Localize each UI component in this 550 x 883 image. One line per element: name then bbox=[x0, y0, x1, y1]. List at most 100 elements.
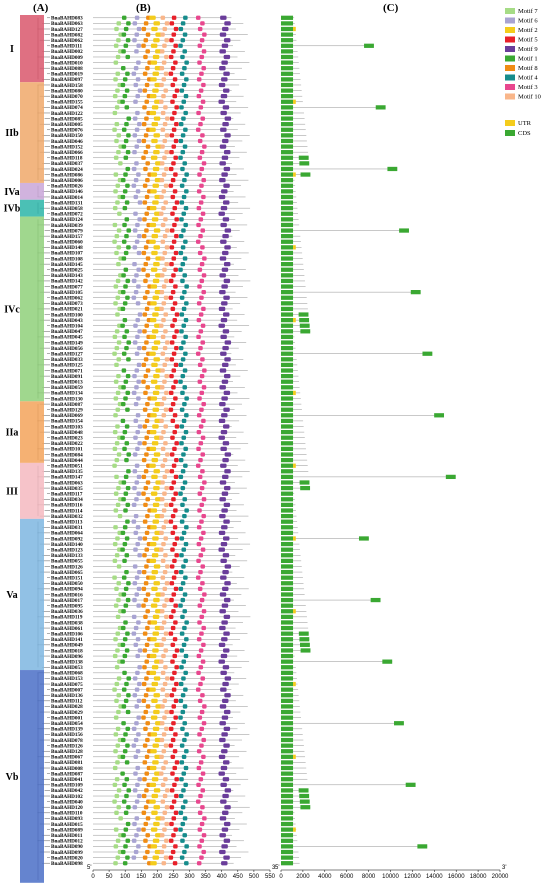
motif-box bbox=[220, 799, 227, 804]
motif-box bbox=[150, 749, 157, 754]
motif-axis-tick-label: 0 bbox=[91, 874, 95, 880]
motif-box bbox=[174, 200, 180, 205]
motif-box bbox=[222, 234, 229, 239]
motif-box bbox=[114, 681, 120, 687]
motif-box bbox=[142, 441, 147, 446]
motif-box bbox=[133, 547, 138, 552]
cds-box bbox=[281, 200, 294, 205]
cds-box bbox=[298, 312, 309, 317]
motif-box bbox=[181, 99, 187, 104]
cds-box bbox=[281, 345, 294, 351]
motif-box bbox=[223, 726, 231, 731]
cds-box bbox=[281, 323, 294, 328]
motif-box bbox=[173, 284, 178, 289]
motif-box bbox=[223, 821, 231, 827]
motif-box bbox=[202, 704, 207, 709]
gene-label: BnaBAHD043 bbox=[51, 318, 83, 324]
motif-box bbox=[164, 357, 170, 362]
motif-box bbox=[222, 777, 230, 782]
motif-box bbox=[224, 693, 231, 698]
motif-box bbox=[159, 737, 165, 743]
cds-box bbox=[300, 642, 310, 647]
motif-box bbox=[154, 659, 161, 664]
motif-box bbox=[179, 553, 184, 558]
motif-box bbox=[145, 49, 150, 54]
motif-box bbox=[218, 659, 225, 664]
motif-box bbox=[178, 681, 184, 687]
gene-label: BnaBAHD047 bbox=[51, 329, 83, 335]
motif-box bbox=[197, 396, 202, 401]
motif-box bbox=[223, 88, 230, 93]
motif-box bbox=[132, 38, 137, 43]
motif-box bbox=[144, 771, 149, 776]
motif-box bbox=[142, 200, 148, 205]
motif-box bbox=[224, 21, 231, 26]
motif-box bbox=[198, 553, 204, 558]
motif-box bbox=[219, 833, 226, 838]
group-label: III bbox=[6, 486, 18, 497]
motif-box bbox=[136, 284, 141, 289]
motif-box bbox=[152, 760, 159, 765]
cds-box bbox=[281, 592, 294, 597]
gene-label: BnaBAHD025 bbox=[51, 268, 83, 274]
motif-box bbox=[141, 362, 147, 368]
cds-box bbox=[281, 267, 294, 272]
motif-box bbox=[163, 855, 169, 860]
motif-box bbox=[142, 665, 147, 670]
motif-box bbox=[164, 21, 170, 26]
group-bar bbox=[20, 82, 44, 183]
motif-box bbox=[155, 609, 162, 614]
motif-box bbox=[121, 256, 127, 261]
motif-box bbox=[173, 844, 178, 849]
motif-box bbox=[196, 861, 202, 866]
gene-label: BnaBAHD076 bbox=[51, 128, 83, 134]
motif-box bbox=[153, 709, 160, 715]
motif-box bbox=[168, 278, 174, 284]
gene-label: BnaBAHD130 bbox=[51, 396, 83, 402]
motif-box bbox=[170, 211, 175, 216]
gene-label: BnaBAHD086 bbox=[51, 172, 83, 178]
motif-box bbox=[132, 485, 137, 491]
cds-box bbox=[281, 737, 294, 743]
gene-label: BnaBAHD072 bbox=[51, 212, 83, 218]
motif-box bbox=[201, 401, 206, 407]
motif-box bbox=[124, 88, 130, 93]
motif-box bbox=[180, 581, 186, 586]
motif-box bbox=[222, 698, 229, 703]
cds-box bbox=[281, 642, 294, 647]
panel-label-c: (C) bbox=[383, 2, 399, 14]
motif-box bbox=[181, 676, 186, 681]
motif-box bbox=[223, 295, 230, 300]
motif-box bbox=[114, 362, 119, 368]
gene-label: BnaBAHD017 bbox=[51, 598, 83, 604]
motif-box bbox=[152, 88, 159, 93]
cds-box bbox=[281, 172, 294, 177]
motif-box bbox=[141, 26, 147, 32]
motif-box bbox=[150, 844, 158, 849]
motif-box bbox=[202, 480, 207, 485]
cds-box bbox=[281, 485, 294, 491]
cds-box bbox=[281, 586, 294, 591]
motif-box bbox=[145, 737, 150, 743]
motif-box bbox=[219, 32, 227, 37]
group-bar bbox=[20, 401, 44, 463]
cds-box bbox=[364, 43, 374, 48]
gene-label: BnaBAHD060 bbox=[51, 240, 83, 246]
motif-box bbox=[196, 301, 202, 306]
motif-box bbox=[133, 99, 138, 104]
motif-box bbox=[152, 166, 160, 172]
legend-swatch bbox=[505, 120, 515, 126]
cds-box bbox=[300, 329, 311, 334]
motif-box bbox=[174, 441, 179, 446]
motif-box bbox=[133, 82, 139, 88]
motif-box bbox=[114, 586, 119, 591]
motif-box bbox=[121, 592, 127, 597]
legend-swatch bbox=[505, 36, 515, 43]
legend-swatch bbox=[505, 65, 515, 71]
motif-box bbox=[164, 390, 169, 396]
motif-box bbox=[198, 424, 204, 429]
motif-box bbox=[116, 581, 121, 586]
motif-box bbox=[197, 172, 202, 177]
motif-box bbox=[220, 575, 227, 580]
motif-box bbox=[143, 373, 149, 379]
